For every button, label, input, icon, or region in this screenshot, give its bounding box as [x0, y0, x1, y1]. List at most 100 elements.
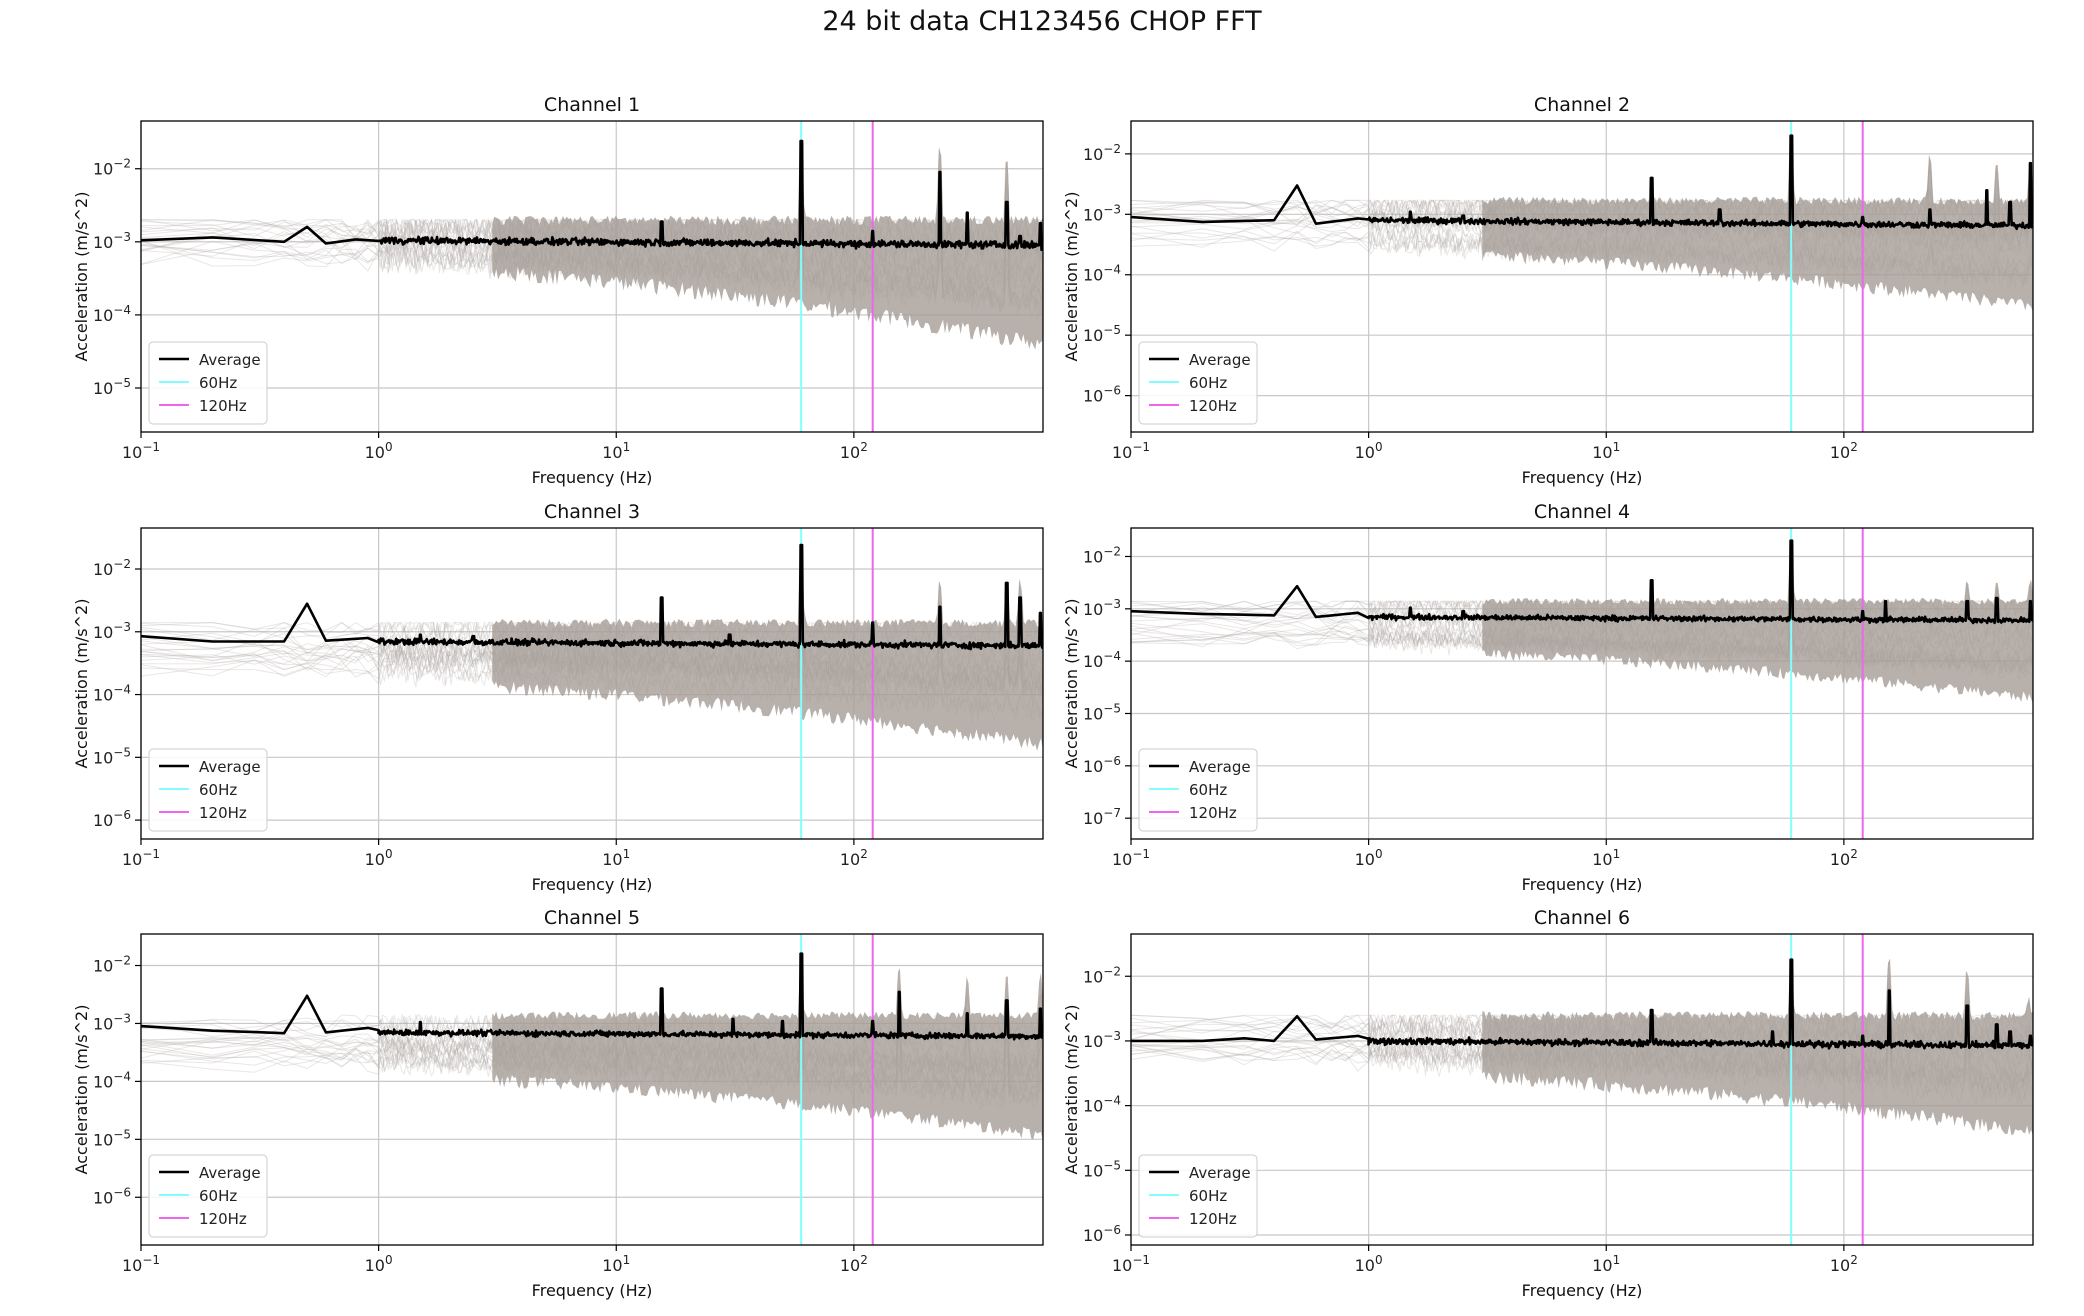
legend: Average 60Hz 120Hz	[1138, 1154, 1258, 1238]
fft-band	[1482, 959, 2033, 1136]
average-line	[141, 543, 1043, 651]
y-tick-label: 10−6	[93, 808, 131, 830]
y-tick-label: 10−7	[1083, 806, 1121, 828]
axes-frame	[1130, 933, 2034, 1246]
plot-area	[141, 121, 1043, 432]
y-tick-label: 10−5	[93, 376, 131, 398]
subplot-title: Channel 6	[1534, 907, 1630, 929]
y-tick-label: 10−4	[93, 1069, 131, 1091]
subplot-channel-3: Channel 3 10−1 100 101 102 10−6 10−5 10−4 10−3 10…	[72, 501, 1044, 894]
legend-box	[148, 1154, 268, 1238]
x-tick-label: 100	[1355, 1253, 1383, 1275]
x-tick-label: 102	[840, 1253, 868, 1275]
plot-area	[1131, 528, 2033, 839]
y-tick-label: 10−5	[1083, 701, 1121, 723]
y-tick-label: 10−6	[1083, 1223, 1121, 1245]
legend-item: 60Hz	[199, 374, 237, 392]
legend-item: Average	[199, 351, 261, 369]
axes-frame	[140, 527, 1044, 840]
x-tick-label: 100	[365, 847, 393, 869]
y-tick-label: 10−3	[1083, 1029, 1121, 1051]
y-tick-label: 10−5	[93, 745, 131, 767]
subplot-title: Channel 4	[1534, 501, 1630, 523]
y-tick-label: 10−3	[1083, 202, 1121, 224]
y-axis-label: Acceleration (m/s^2)	[1062, 192, 1081, 362]
legend-item: Average	[1189, 351, 1251, 369]
legend-item: Average	[199, 1164, 261, 1182]
x-axis-label: Frequency (Hz)	[1522, 468, 1643, 487]
y-tick-label: 10−6	[1083, 384, 1121, 406]
x-axis-label: Frequency (Hz)	[1522, 1281, 1643, 1300]
x-tick-label: 10−1	[122, 1253, 160, 1275]
subplot-title: Channel 5	[544, 907, 640, 929]
legend-item: 120Hz	[1189, 1210, 1237, 1228]
x-tick-label: 101	[1592, 440, 1620, 462]
legend-box	[148, 341, 268, 425]
x-axis-label: Frequency (Hz)	[532, 468, 653, 487]
average-line	[1131, 134, 2033, 231]
fft-band	[492, 547, 1043, 751]
legend-item: 60Hz	[1189, 1187, 1227, 1205]
fft-trace	[141, 147, 1043, 240]
legend: Average 60Hz 120Hz	[148, 1154, 268, 1238]
legend-item: 120Hz	[1189, 397, 1237, 415]
subplot-title: Channel 2	[1534, 94, 1630, 116]
subplot-channel-4: Channel 4 10−1 100 101 102 10−7 10−6 10−5 10−4 10…	[1062, 501, 2034, 894]
x-tick-label: 10−1	[1112, 1253, 1150, 1275]
fft-trace	[141, 149, 1043, 249]
legend-item: Average	[1189, 1164, 1251, 1182]
fft-band	[1482, 547, 2033, 704]
y-axis-label: Acceleration (m/s^2)	[1062, 1005, 1081, 1175]
y-tick-label: 10−4	[1083, 263, 1121, 285]
y-axis-label: Acceleration (m/s^2)	[72, 1005, 91, 1175]
axes-frame	[1130, 120, 2034, 433]
y-axis-label: Acceleration (m/s^2)	[1062, 599, 1081, 769]
subplot-title: Channel 3	[544, 501, 640, 523]
y-tick-label: 10−2	[93, 557, 131, 579]
y-tick-label: 10−3	[93, 620, 131, 642]
average-line	[1131, 958, 2033, 1050]
y-tick-label: 10−5	[1083, 323, 1121, 345]
y-tick-label: 10−5	[93, 1127, 131, 1149]
legend: Average 60Hz 120Hz	[148, 748, 268, 832]
plot-area	[1131, 121, 2033, 432]
y-tick-label: 10−2	[1083, 142, 1121, 164]
plot-area	[1131, 934, 2033, 1245]
x-axis-label: Frequency (Hz)	[1522, 875, 1643, 894]
fft-band	[492, 143, 1043, 350]
y-tick-label: 10−4	[93, 683, 131, 705]
subplot-channel-6: Channel 6 10−1 100 101 102 10−6 10−5 10−4 10−3 10…	[1062, 907, 2034, 1300]
legend-item: 120Hz	[199, 1210, 247, 1228]
subplot-channel-5: Channel 5 10−1 100 101 102 10−6 10−5 10−4 10−3 10…	[72, 907, 1044, 1300]
y-tick-label: 10−6	[93, 1185, 131, 1207]
legend-item: Average	[1189, 758, 1251, 776]
y-tick-label: 10−3	[93, 230, 131, 252]
x-tick-label: 100	[365, 440, 393, 462]
legend: Average 60Hz 120Hz	[148, 341, 268, 425]
x-tick-label: 102	[1830, 440, 1858, 462]
legend-box	[1138, 1154, 1258, 1238]
legend-box	[1138, 341, 1258, 425]
y-tick-label: 10−4	[1083, 1094, 1121, 1116]
average-line	[141, 139, 1043, 252]
x-tick-label: 102	[1830, 1253, 1858, 1275]
x-tick-label: 102	[1830, 847, 1858, 869]
x-tick-label: 101	[602, 847, 630, 869]
legend: Average 60Hz 120Hz	[1138, 341, 1258, 425]
x-tick-label: 10−1	[122, 847, 160, 869]
y-tick-label: 10−5	[1083, 1158, 1121, 1180]
x-axis-label: Frequency (Hz)	[532, 1281, 653, 1300]
legend-item: 120Hz	[199, 804, 247, 822]
x-tick-label: 101	[1592, 847, 1620, 869]
y-axis-label: Acceleration (m/s^2)	[72, 599, 91, 769]
fft-trace	[141, 147, 1043, 242]
axes-frame	[1130, 527, 2034, 840]
plot-area	[141, 934, 1043, 1245]
y-tick-label: 10−4	[93, 303, 131, 325]
legend-box	[1138, 748, 1258, 832]
x-tick-label: 102	[840, 847, 868, 869]
x-tick-label: 100	[365, 1253, 393, 1275]
average-line	[1131, 539, 2033, 625]
y-tick-label: 10−3	[1083, 597, 1121, 619]
